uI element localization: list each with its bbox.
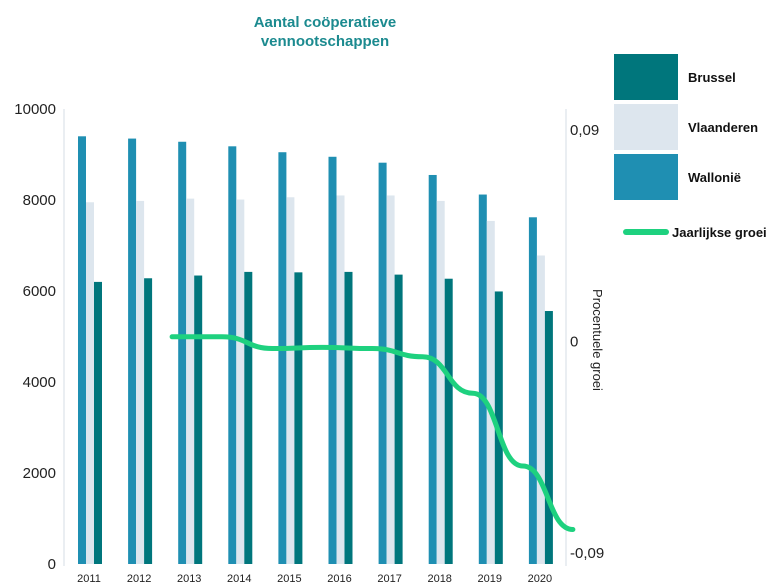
growth-line [169, 334, 576, 532]
chart-title: Aantal coöperatieve vennootschappen [254, 14, 397, 50]
bar-wallonië-2017 [378, 162, 387, 564]
legend: Brussel Vlaanderen Wallonië Jaarlijkse groe… [614, 54, 767, 240]
bar-vlaanderen-2011 [86, 202, 94, 564]
bar-vlaanderen-2012 [136, 200, 145, 564]
left-axis-ticks: 0 2000 4000 6000 8000 10000 [14, 101, 56, 573]
right-tick-label: -0,09 [570, 545, 604, 562]
bar-brussel-2016 [344, 271, 353, 564]
legend-swatch-wallonië [614, 154, 678, 200]
bar-wallonië-2018 [428, 174, 437, 564]
right-tick-label: 0 [570, 334, 578, 351]
legend-label: Vlaanderen [688, 120, 758, 135]
growth-line-path [169, 334, 576, 532]
bar-brussel-2014 [244, 271, 253, 564]
legend-label: Jaarlijkse groei [672, 225, 767, 240]
bar-vlaanderen-2018 [436, 200, 445, 564]
x-tick-label: 2017 [377, 573, 401, 583]
x-tick-label: 2019 [478, 573, 502, 583]
bar-brussel-2012 [144, 278, 153, 564]
legend-label: Brussel [688, 70, 736, 85]
bar-wallonië-2016 [328, 156, 337, 564]
bar-brussel-2015 [294, 272, 303, 564]
x-tick-label: 2012 [127, 573, 151, 583]
x-tick-label: 2013 [177, 573, 201, 583]
bars [78, 136, 553, 565]
bar-wallonië-2014 [228, 146, 237, 564]
legend-swatch-vlaanderen [614, 104, 678, 150]
bar-wallonië-2012 [128, 138, 137, 564]
bar-vlaanderen-2016 [336, 195, 345, 564]
bar-vlaanderen-2017 [386, 195, 395, 564]
left-tick-label: 4000 [23, 374, 56, 391]
legend-swatch-brussel [614, 54, 678, 100]
bar-vlaanderen-2014 [236, 199, 245, 565]
x-axis-ticks: 2011 2012 2013 2014 2015 2016 2017 2018 2019 2020 [77, 573, 552, 583]
bar-brussel-2018 [444, 278, 453, 564]
left-tick-label: 8000 [23, 192, 56, 209]
right-axis-ticks: 0,09 0 -0,09 Procentuele groei [570, 122, 605, 562]
bar-brussel-2020 [544, 311, 553, 564]
bar-brussel-2017 [394, 274, 403, 564]
x-tick-label: 2014 [227, 573, 251, 583]
left-tick-label: 6000 [23, 283, 56, 300]
x-tick-label: 2015 [277, 573, 301, 583]
chart-title-line: Aantal coöperatieve [254, 14, 397, 31]
x-tick-label: 2011 [77, 573, 101, 583]
bar-wallonië-2013 [178, 141, 187, 564]
chart-title-line: vennootschappen [261, 33, 389, 50]
bar-wallonië-2019 [478, 194, 487, 565]
bar-wallonië-2011 [78, 136, 86, 565]
legend-label: Wallonië [688, 170, 741, 185]
bar-wallonië-2020 [528, 217, 537, 565]
bar-vlaanderen-2020 [536, 255, 545, 564]
bar-brussel-2013 [194, 275, 203, 564]
left-tick-label: 2000 [23, 465, 56, 482]
left-tick-label: 10000 [14, 101, 56, 118]
x-tick-label: 2016 [327, 573, 351, 583]
left-tick-label: 0 [48, 556, 56, 573]
right-tick-label: 0,09 [570, 122, 599, 139]
bar-vlaanderen-2015 [286, 197, 295, 564]
bar-vlaanderen-2013 [186, 198, 195, 564]
right-axis-title: Procentuele groei [590, 289, 605, 391]
bar-brussel-2011 [94, 281, 102, 564]
bar-wallonië-2015 [278, 152, 287, 564]
x-tick-label: 2018 [427, 573, 451, 583]
x-tick-label: 2020 [528, 573, 552, 583]
bar-vlaanderen-2019 [486, 220, 495, 564]
axes [63, 109, 567, 566]
